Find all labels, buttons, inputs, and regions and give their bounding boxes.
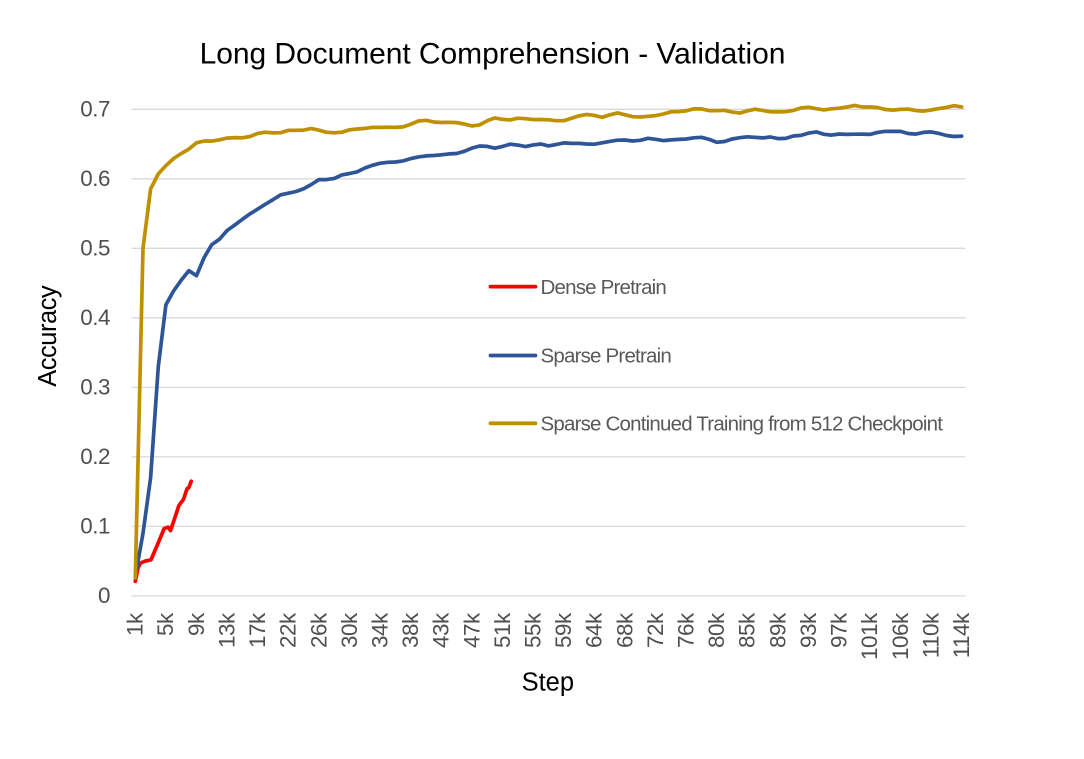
svg-text:0.4: 0.4 <box>80 305 110 330</box>
svg-text:47k: 47k <box>459 612 484 648</box>
svg-text:Dense Pretrain: Dense Pretrain <box>541 276 667 299</box>
svg-text:17k: 17k <box>245 612 270 648</box>
svg-text:5k: 5k <box>153 612 178 636</box>
svg-text:22k: 22k <box>276 612 301 648</box>
svg-text:72k: 72k <box>643 612 668 648</box>
svg-text:114k: 114k <box>949 612 974 658</box>
svg-text:89k: 89k <box>765 612 790 648</box>
svg-text:59k: 59k <box>551 612 576 648</box>
svg-text:0.3: 0.3 <box>80 375 110 400</box>
svg-text:51k: 51k <box>490 612 515 648</box>
svg-text:0.5: 0.5 <box>80 236 110 261</box>
svg-text:0: 0 <box>98 583 110 608</box>
svg-text:97k: 97k <box>827 612 852 648</box>
svg-text:26k: 26k <box>306 612 331 648</box>
svg-text:55k: 55k <box>521 612 546 648</box>
svg-text:80k: 80k <box>704 612 729 648</box>
svg-text:0.7: 0.7 <box>80 97 110 122</box>
svg-text:1k: 1k <box>123 612 148 636</box>
svg-text:Sparse Continued Training from: Sparse Continued Training from 512 Check… <box>541 413 944 436</box>
svg-text:85k: 85k <box>735 612 760 648</box>
svg-text:0.6: 0.6 <box>80 166 110 191</box>
svg-text:93k: 93k <box>796 612 821 648</box>
svg-text:38k: 38k <box>398 612 423 648</box>
svg-text:30k: 30k <box>337 612 362 648</box>
svg-text:13k: 13k <box>214 612 239 648</box>
svg-text:Sparse Pretrain: Sparse Pretrain <box>541 345 672 368</box>
svg-text:110k: 110k <box>918 612 943 658</box>
svg-text:34k: 34k <box>368 612 393 648</box>
svg-text:Step: Step <box>522 669 574 697</box>
svg-text:101k: 101k <box>857 612 882 660</box>
svg-text:68k: 68k <box>612 612 637 648</box>
svg-text:64k: 64k <box>582 612 607 648</box>
svg-text:43k: 43k <box>429 612 454 648</box>
svg-text:76k: 76k <box>674 612 699 648</box>
svg-text:Accuracy: Accuracy <box>34 285 62 387</box>
svg-text:0.1: 0.1 <box>80 514 110 539</box>
svg-text:9k: 9k <box>184 612 209 636</box>
svg-text:0.2: 0.2 <box>80 444 110 469</box>
svg-text:Long Document Comprehension -: Long Document Comprehension - Validation <box>200 38 786 71</box>
svg-text:106k: 106k <box>888 612 913 660</box>
